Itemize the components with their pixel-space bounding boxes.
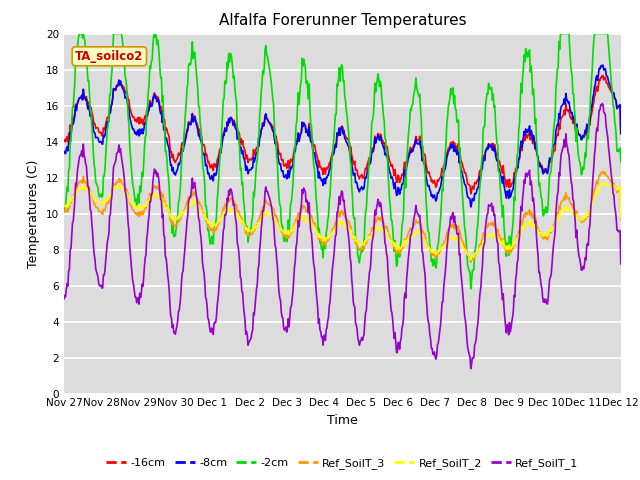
- Legend: -16cm, -8cm, -2cm, Ref_SoilT_3, Ref_SoilT_2, Ref_SoilT_1: -16cm, -8cm, -2cm, Ref_SoilT_3, Ref_Soil…: [102, 453, 583, 473]
- Y-axis label: Temperatures (C): Temperatures (C): [28, 159, 40, 268]
- X-axis label: Time: Time: [327, 414, 358, 427]
- Text: TA_soilco2: TA_soilco2: [75, 50, 143, 63]
- Title: Alfalfa Forerunner Temperatures: Alfalfa Forerunner Temperatures: [219, 13, 466, 28]
